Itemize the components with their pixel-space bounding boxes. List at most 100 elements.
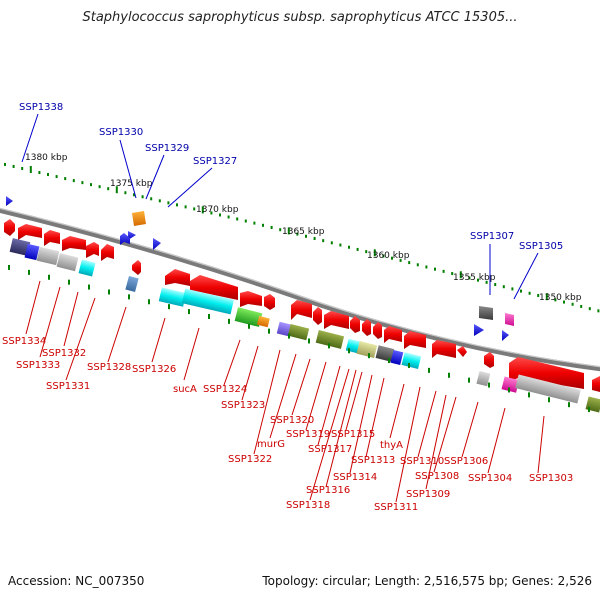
gene-arrow[interactable] [432, 340, 456, 358]
scale-major-tick [287, 227, 290, 235]
gene-arrow[interactable] [190, 275, 238, 300]
gene-label[interactable]: SSP1309 [406, 489, 450, 500]
scale-minor-tick [296, 232, 299, 236]
scale-minor-tick [399, 258, 402, 262]
gene-label[interactable]: SSP1320 [270, 415, 314, 426]
gene-block[interactable] [78, 259, 96, 277]
gene-tick [548, 397, 550, 403]
gene-arrow[interactable] [474, 324, 484, 336]
gene-block[interactable] [476, 370, 491, 387]
gene-arrow[interactable] [153, 238, 161, 250]
gene-label[interactable]: SSP1324 [203, 384, 247, 395]
gene-block[interactable] [315, 330, 345, 349]
gene-label[interactable]: SSP1313 [351, 455, 395, 466]
gene-arrow[interactable] [240, 291, 262, 307]
gene-block[interactable] [287, 324, 310, 341]
gene-arrow[interactable] [362, 319, 371, 336]
gene-label[interactable]: SSP1306 [444, 456, 488, 467]
gene-arrow[interactable] [6, 196, 13, 206]
gene-label[interactable]: SSP1328 [87, 362, 131, 373]
gene-label[interactable]: SSP1315 [331, 429, 375, 440]
gene-label[interactable]: SSP1332 [42, 348, 86, 359]
gene-block[interactable] [375, 345, 395, 362]
gene-label[interactable]: SSP1318 [286, 500, 330, 511]
gene-label[interactable]: SSP1338 [19, 102, 63, 113]
gene-label[interactable]: SSP1303 [529, 473, 573, 484]
gene-arrow[interactable] [313, 307, 322, 325]
gene-arrow[interactable] [457, 346, 467, 357]
gene-arrow[interactable] [120, 233, 130, 245]
gene-label[interactable]: SSP1317 [308, 444, 352, 455]
gene-arrow[interactable] [373, 322, 382, 339]
gene-block[interactable] [181, 288, 234, 315]
gene-block[interactable] [9, 238, 31, 256]
gene-block[interactable] [158, 287, 187, 307]
gene-label[interactable]: SSP1322 [228, 454, 272, 465]
gene-block[interactable] [36, 246, 60, 266]
gene-arrow[interactable] [479, 306, 493, 320]
scale-minor-tick [72, 179, 75, 183]
gene-arrow[interactable] [4, 219, 15, 236]
scale-minor-tick [305, 234, 307, 238]
gene-label[interactable]: SSP1329 [145, 143, 189, 154]
gene-block[interactable] [515, 374, 581, 404]
gene-arrow[interactable] [384, 326, 402, 343]
gene-label[interactable]: thyA [380, 440, 403, 451]
gene-label[interactable]: SSP1323 [221, 400, 265, 411]
gene-block[interactable] [390, 349, 404, 366]
scale-minor-tick [150, 197, 153, 201]
gene-block[interactable] [585, 396, 600, 413]
gene-arrow[interactable] [101, 244, 114, 261]
gene-arrow[interactable] [505, 313, 514, 326]
gene-tick [428, 367, 430, 373]
gene-arrow[interactable] [350, 316, 360, 333]
gene-tick [28, 269, 30, 275]
gene-arrow[interactable] [165, 269, 190, 286]
gene-block[interactable] [125, 275, 139, 293]
gene-arrow[interactable] [62, 236, 86, 251]
gene-label[interactable]: SSP1304 [468, 473, 512, 484]
gene-label[interactable]: SSP1333 [16, 360, 60, 371]
gene-block[interactable] [56, 253, 79, 272]
gene-label[interactable]: SSP1308 [415, 471, 459, 482]
gene-tick [128, 294, 130, 300]
gene-arrow[interactable] [132, 211, 146, 226]
gene-arrow[interactable] [128, 231, 136, 240]
gene-label[interactable]: SSP1311 [374, 502, 418, 513]
gene-arrow[interactable] [264, 294, 275, 310]
gene-arrow[interactable] [44, 230, 60, 246]
gene-arrow[interactable] [404, 331, 426, 349]
gene-block[interactable] [501, 376, 520, 393]
gene-label[interactable]: SSP1327 [193, 156, 237, 167]
gene-arrow[interactable] [291, 300, 312, 320]
gene-arrow[interactable] [132, 260, 141, 275]
scale-minor-tick [244, 219, 247, 223]
gene-label[interactable]: SSP1330 [99, 127, 143, 138]
gene-arrow[interactable] [592, 376, 600, 392]
gene-block[interactable] [24, 243, 40, 261]
gene-label[interactable]: SSP1319 [286, 429, 330, 440]
gene-arrow[interactable] [502, 330, 509, 341]
gene-arrow[interactable] [86, 242, 99, 258]
gene-label[interactable]: murG [257, 439, 285, 450]
gene-block[interactable] [356, 341, 378, 358]
gene-block[interactable] [234, 307, 263, 327]
gene-label[interactable]: SSP1316 [306, 485, 350, 496]
gene-arrow[interactable] [484, 352, 494, 368]
gene-label[interactable]: SSP1310 [400, 456, 444, 467]
gene-arrow[interactable] [324, 311, 349, 329]
gene-label[interactable]: SSP1331 [46, 381, 90, 392]
scale-label: 1380 kbp [25, 153, 68, 163]
gene-arrow[interactable] [18, 224, 42, 240]
gene-arrow[interactable] [509, 357, 584, 389]
gene-block[interactable] [276, 321, 292, 337]
gene-label[interactable]: SSP1314 [333, 472, 377, 483]
gene-label[interactable]: SSP1326 [132, 364, 176, 375]
gene-label[interactable]: sucA [173, 384, 197, 395]
gene-block[interactable] [401, 352, 422, 369]
gene-label[interactable]: SSP1305 [519, 241, 563, 252]
gene-label[interactable]: SSP1334 [2, 336, 46, 347]
scale-minor-tick [571, 302, 574, 306]
gene-label[interactable]: SSP1307 [470, 231, 514, 242]
gene-block[interactable] [256, 315, 270, 328]
